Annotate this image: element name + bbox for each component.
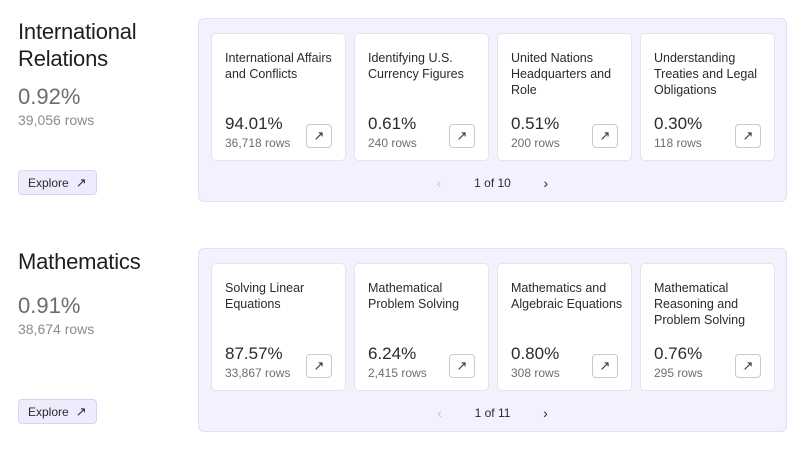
arrow-up-right-icon: ↗: [599, 358, 611, 373]
subtopic-cards: Solving Linear Equations 87.57% 33,867 r…: [211, 263, 775, 391]
subtopic-card: Mathematical Reasoning and Problem Solvi…: [640, 263, 775, 391]
page-indicator: 1 of 11: [474, 406, 511, 420]
subtopic-title: Mathematics and Algebraic Equations: [511, 281, 623, 311]
subtopic-title: Mathematical Problem Solving: [368, 281, 460, 311]
category-title-line: International: [18, 19, 137, 44]
subtopic-rows: 308 rows: [511, 366, 560, 380]
next-page-icon[interactable]: ›: [543, 405, 548, 421]
next-page-icon[interactable]: ›: [543, 175, 549, 191]
open-subtopic-button[interactable]: ↗: [592, 124, 618, 148]
subtopic-rows: 118 rows: [654, 136, 702, 150]
subtopic-percent: 0.51%: [511, 114, 560, 133]
subtopic-percent: 0.61%: [368, 114, 417, 133]
open-subtopic-button[interactable]: ↗: [306, 124, 332, 148]
previous-page-icon[interactable]: ‹: [437, 405, 442, 421]
subtopic-panel: Solving Linear Equations 87.57% 33,867 r…: [198, 248, 787, 432]
pagination: ‹ 1 of 11 ›: [199, 403, 786, 423]
explore-button[interactable]: Explore ↗: [18, 170, 97, 195]
subtopic-card: Solving Linear Equations 87.57% 33,867 r…: [211, 263, 346, 391]
subtopic-rows: 2,415 rows: [368, 366, 427, 380]
subtopic-title: Understanding Treaties and Legal Obligat…: [654, 51, 758, 97]
arrow-up-right-icon: ↗: [742, 128, 754, 143]
category-title: Mathematics: [18, 248, 188, 275]
subtopic-card: United Nations Headquarters and Role 0.5…: [497, 33, 632, 161]
category-summary: International Relations 0.92% 39,056 row…: [18, 18, 188, 195]
subtopic-title: International Affairs and Conflicts: [225, 51, 332, 81]
subtopic-percent: 0.30%: [654, 114, 703, 133]
category-rows: 38,674 rows: [18, 321, 95, 337]
subtopic-title: Solving Linear Equations: [225, 281, 305, 311]
subtopic-percent: 87.57%: [225, 344, 283, 363]
open-subtopic-button[interactable]: ↗: [592, 354, 618, 378]
subtopic-cards: International Affairs and Conflicts 94.0…: [211, 33, 775, 161]
arrow-up-right-icon: ↗: [742, 358, 754, 373]
subtopic-card: Mathematical Problem Solving 6.24% 2,415…: [354, 263, 489, 391]
subtopic-panel: International Affairs and Conflicts 94.0…: [198, 18, 787, 202]
previous-page-icon[interactable]: ‹: [436, 175, 442, 191]
subtopic-title: United Nations Headquarters and Role: [511, 51, 612, 97]
arrow-up-right-icon: ↗: [456, 128, 468, 143]
pagination: ‹ 1 of 10 ›: [199, 173, 786, 193]
arrow-up-right-icon: ↗: [599, 128, 611, 143]
category-title-line: Relations: [18, 46, 108, 71]
subtopic-card: Mathematics and Algebraic Equations 0.80…: [497, 263, 632, 391]
arrow-up-right-icon: ↗: [456, 358, 468, 373]
subtopic-rows: 240 rows: [368, 136, 417, 150]
arrow-up-right-icon: ↗: [313, 128, 325, 143]
subtopic-card: Understanding Treaties and Legal Obligat…: [640, 33, 775, 161]
category-rows: 39,056 rows: [18, 112, 95, 128]
category-title-line: Mathematics: [18, 249, 141, 274]
subtopic-rows: 36,718 rows: [225, 136, 291, 150]
subtopic-rows: 33,867 rows: [225, 366, 291, 380]
subtopic-percent: 94.01%: [225, 114, 283, 133]
subtopic-card: International Affairs and Conflicts 94.0…: [211, 33, 346, 161]
open-subtopic-button[interactable]: ↗: [735, 354, 761, 378]
category-percent: 0.92%: [18, 84, 81, 109]
category-percent: 0.91%: [18, 293, 81, 318]
open-subtopic-button[interactable]: ↗: [306, 354, 332, 378]
open-subtopic-button[interactable]: ↗: [735, 124, 761, 148]
arrow-up-right-icon: ↗: [75, 403, 87, 419]
explore-label: Explore: [28, 404, 69, 419]
subtopic-percent: 6.24%: [368, 344, 417, 363]
category-title: International Relations: [18, 18, 188, 72]
subtopic-rows: 295 rows: [654, 366, 703, 380]
arrow-up-right-icon: ↗: [75, 174, 87, 190]
category-summary: Mathematics 0.91% 38,674 rows Explore ↗: [18, 248, 188, 424]
open-subtopic-button[interactable]: ↗: [449, 354, 475, 378]
subtopic-title: Mathematical Reasoning and Problem Solvi…: [654, 281, 746, 327]
explore-button[interactable]: Explore ↗: [18, 399, 97, 424]
explore-label: Explore: [28, 175, 69, 190]
subtopic-card: Identifying U.S. Currency Figures 0.61% …: [354, 33, 489, 161]
arrow-up-right-icon: ↗: [313, 358, 325, 373]
subtopic-rows: 200 rows: [511, 136, 560, 150]
subtopic-title: Identifying U.S. Currency Figures: [368, 51, 464, 81]
subtopic-percent: 0.80%: [511, 344, 560, 363]
subtopic-percent: 0.76%: [654, 344, 703, 363]
page-indicator: 1 of 10: [474, 176, 511, 190]
open-subtopic-button[interactable]: ↗: [449, 124, 475, 148]
